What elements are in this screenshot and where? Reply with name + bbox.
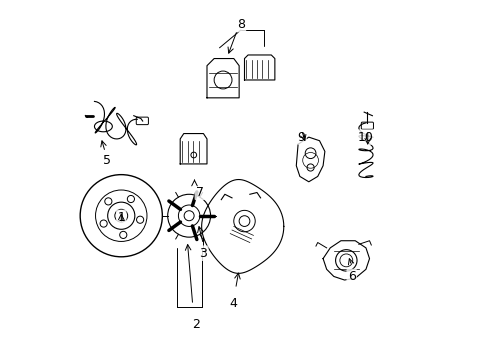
Text: 9: 9 xyxy=(297,131,305,144)
Text: 10: 10 xyxy=(357,131,373,144)
Text: 1: 1 xyxy=(117,211,125,224)
Text: 8: 8 xyxy=(237,18,244,31)
Text: 5: 5 xyxy=(103,154,111,167)
Text: 3: 3 xyxy=(199,247,207,260)
Text: 6: 6 xyxy=(347,270,355,283)
FancyBboxPatch shape xyxy=(361,122,373,129)
FancyBboxPatch shape xyxy=(136,117,148,125)
Text: 7: 7 xyxy=(196,186,203,199)
Text: 4: 4 xyxy=(229,297,237,310)
Text: 2: 2 xyxy=(192,318,200,331)
